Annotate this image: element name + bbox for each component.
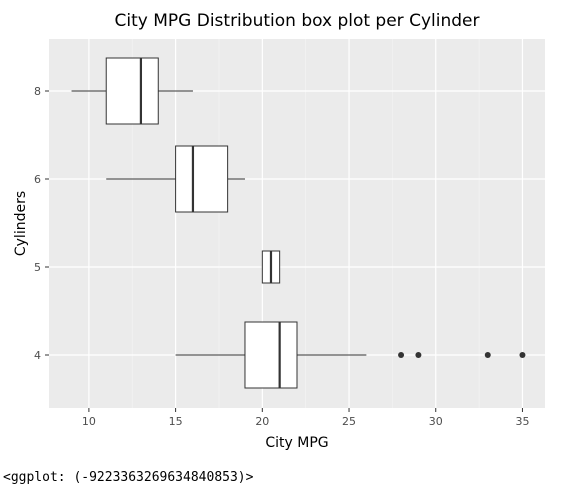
box-group-8 [71, 57, 193, 125]
chart-title: City MPG Distribution box plot per Cylin… [115, 11, 480, 31]
outlier-point [415, 352, 422, 358]
x-tick-label: 35 [515, 415, 529, 428]
x-tick-label: 30 [429, 415, 443, 428]
outlier-point [398, 352, 405, 358]
box-iqr [175, 145, 229, 213]
x-axis-label: City MPG [265, 435, 328, 451]
axis-ticks: 10 15 20 25 30 35 4 5 6 8 [34, 85, 529, 428]
box-group-5 [261, 250, 281, 284]
x-tick-label: 10 [82, 415, 96, 428]
x-tick-label: 20 [255, 415, 269, 428]
x-tick-label: 15 [169, 415, 183, 428]
y-tick-label: 5 [34, 261, 41, 274]
y-tick-label: 6 [34, 173, 41, 186]
outlier-point [484, 352, 491, 358]
y-tick-label: 8 [34, 85, 41, 98]
x-tick-label: 25 [342, 415, 356, 428]
console-output: <ggplot: (-9223363269634840853)> [3, 470, 254, 485]
y-axis-label: Cylinders [13, 191, 29, 256]
box-layer [71, 57, 526, 389]
box-iqr [105, 57, 159, 125]
outlier-point [519, 352, 526, 358]
box-group-6 [106, 145, 245, 213]
y-tick-label: 4 [34, 349, 41, 362]
grid-lines [49, 39, 545, 408]
boxplot-chart: 10 15 20 25 30 35 4 5 6 8 City MPG Distribution b… [13, 11, 545, 451]
box-group-4 [175, 321, 526, 389]
box-iqr [244, 321, 298, 389]
